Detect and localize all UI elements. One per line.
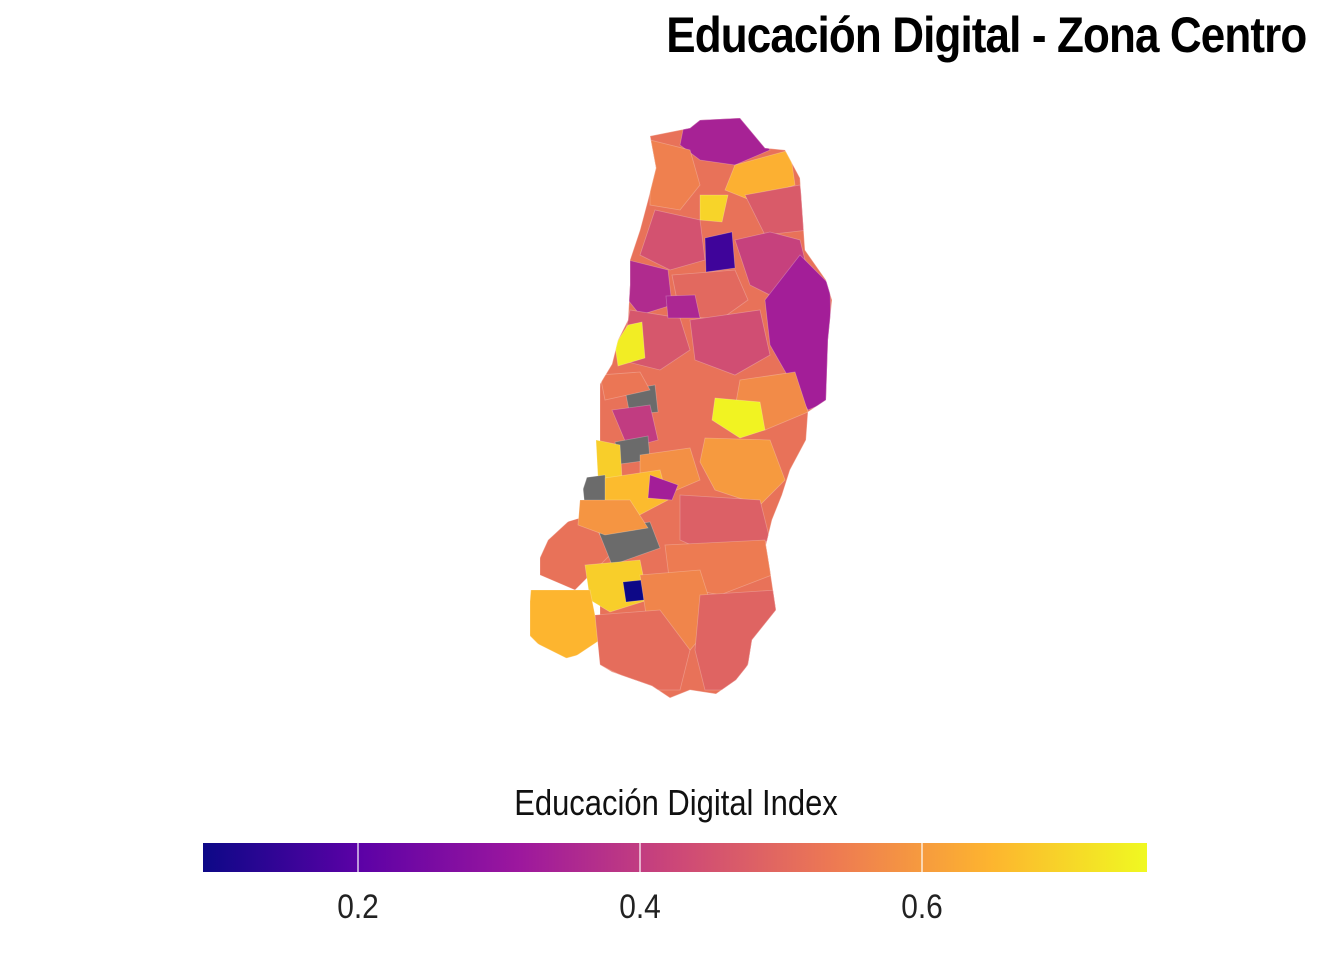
legend-tick-mark — [638, 843, 641, 872]
legend-tick-mark — [356, 843, 359, 872]
legend-tick-label: 0.2 — [337, 888, 379, 926]
map-title: Educación Digital - Zona Centro — [665, 7, 1307, 63]
map-region[interactable] — [595, 439, 623, 479]
map-region[interactable] — [647, 474, 679, 501]
map-region[interactable] — [622, 579, 645, 603]
map-region[interactable] — [665, 294, 701, 319]
legend-tick-label: 0.6 — [900, 888, 943, 926]
choropleth-map — [529, 118, 832, 698]
map-region[interactable] — [599, 371, 651, 401]
map-region[interactable] — [639, 209, 706, 271]
legend-colorbar — [203, 843, 1147, 872]
map-region[interactable] — [577, 499, 649, 536]
map-region[interactable] — [694, 589, 777, 691]
map-region[interactable] — [649, 139, 701, 211]
map-region[interactable] — [529, 589, 601, 661]
legend-title: Educación Digital Index — [514, 782, 838, 823]
legend-tick-label: 0.4 — [618, 888, 661, 926]
map-region[interactable] — [711, 397, 766, 439]
map-region[interactable] — [689, 309, 771, 376]
legend-tick-mark — [920, 843, 923, 872]
map-region[interactable] — [704, 231, 736, 273]
map-region[interactable] — [614, 321, 646, 367]
map-region[interactable] — [699, 194, 729, 223]
